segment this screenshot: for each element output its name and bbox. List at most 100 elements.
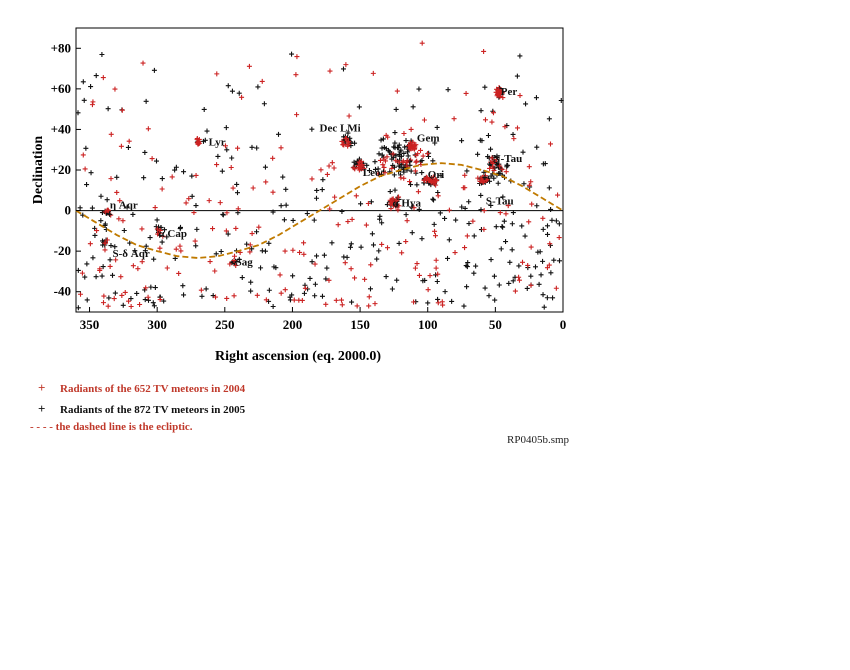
- radiant-2005-marker: [181, 169, 187, 175]
- radiant-2005-marker: [442, 289, 448, 295]
- radiant-2004-marker: [433, 265, 439, 271]
- radiant-2005-marker: [545, 231, 551, 237]
- radiant-2005-marker: [112, 290, 118, 296]
- radiant-2004-marker: [173, 246, 179, 252]
- radiant-2005-marker: [449, 298, 455, 304]
- radiant-2004-marker: [470, 218, 476, 224]
- radiant-2004-marker: [282, 287, 288, 293]
- radiant-2005-marker: [431, 221, 437, 227]
- radiant-2005-marker: [410, 104, 416, 110]
- radiant-2005-marker: [151, 67, 157, 73]
- radiant-2004-marker: [497, 210, 503, 216]
- radiant-2004-marker: [394, 88, 400, 94]
- radiant-2005-marker: [90, 255, 96, 261]
- radiant-2005-marker: [377, 213, 383, 219]
- radiant-2005-marker: [270, 209, 276, 215]
- radiant-2005-marker: [392, 140, 398, 146]
- radiant-2005-marker: [319, 187, 325, 193]
- radiant-2005-marker: [558, 97, 564, 103]
- radiant-2005-marker: [446, 237, 452, 243]
- radiant-2005-marker: [482, 175, 488, 181]
- radiant-2005-marker: [84, 297, 90, 303]
- radiant-2005-marker: [75, 110, 81, 116]
- radiant-2005-marker: [534, 144, 540, 150]
- radiant-2005-marker: [414, 182, 420, 188]
- radiant-2005-marker: [262, 248, 268, 254]
- legend-text-2004: Radiants of the 652 TV meteors in 2004: [60, 383, 246, 395]
- radiant-2005-marker: [379, 220, 385, 226]
- radiant-2005-marker: [442, 215, 448, 221]
- radiant-2005-marker: [536, 281, 542, 287]
- radiant-2005-marker: [404, 149, 410, 155]
- radiant-2004-marker: [411, 205, 417, 211]
- radiant-2004-marker: [366, 303, 372, 309]
- radiant-2004-marker: [526, 164, 532, 170]
- radiant-2005-marker: [345, 130, 351, 136]
- radiant-2004-marker: [511, 136, 517, 142]
- x-tick-label: 0: [560, 317, 567, 332]
- x-tick-label: 100: [418, 317, 438, 332]
- radiant-2004-marker: [396, 194, 402, 200]
- radiant-2005-marker: [509, 247, 515, 253]
- radiant-2005-marker: [314, 253, 320, 259]
- radiant-2004-marker: [344, 136, 350, 142]
- radiant-2004-marker: [356, 167, 362, 173]
- radiant-2005-marker: [523, 101, 529, 107]
- radiant-2004-marker: [528, 282, 534, 288]
- radiant-2005-marker: [280, 174, 286, 180]
- radiant-2004-marker: [214, 162, 220, 168]
- dashed-line-icon: - - - -: [30, 421, 53, 433]
- radiant-2004-marker: [233, 262, 239, 268]
- radiant-2004-marker: [341, 142, 347, 148]
- radiant-2005-marker: [213, 251, 219, 257]
- radiant-2005-marker: [301, 290, 307, 296]
- radiant-2004-marker: [410, 144, 416, 150]
- radiant-2004-marker: [278, 145, 284, 151]
- radiant-2004-marker: [425, 151, 431, 157]
- radiant-2005-marker: [219, 168, 225, 174]
- radiant-2005-marker: [142, 149, 148, 155]
- radiant-2004-marker: [277, 272, 283, 278]
- radiant-2005-marker: [464, 284, 470, 290]
- radiant-2005-marker: [106, 295, 112, 301]
- radiant-2004-marker: [290, 247, 296, 253]
- radiant-2004-marker: [352, 166, 358, 172]
- radiant-2005-marker: [220, 212, 226, 218]
- radiant-2004-marker: [433, 257, 439, 263]
- radiant-2005-marker: [504, 162, 510, 168]
- radiant-2005-marker: [356, 104, 362, 110]
- radiant-2005-marker: [254, 145, 260, 151]
- radiant-2005-marker: [521, 181, 527, 187]
- radiant-2005-marker: [311, 217, 317, 223]
- radiant-2004-marker: [497, 90, 503, 96]
- radiant-2004-marker: [383, 132, 389, 138]
- radiant-2004-marker: [357, 160, 363, 166]
- radiant-2005-marker: [538, 272, 544, 278]
- radiant-2004-marker: [108, 212, 114, 218]
- radiant-2004-marker: [415, 189, 421, 195]
- radiant-2005-marker: [378, 137, 384, 143]
- radiant-2005-marker: [151, 256, 157, 262]
- radiant-2004-marker: [217, 200, 223, 206]
- radiant-2004-marker: [547, 241, 553, 247]
- radiant-2004-marker: [102, 240, 108, 246]
- radiant-2005-marker: [528, 273, 534, 279]
- shower-label: S-Tau: [486, 195, 514, 207]
- y-tick-label: +80: [51, 40, 71, 55]
- radiant-2004-marker: [296, 297, 302, 303]
- radiant-2004-marker: [345, 219, 351, 225]
- radiant-2005-marker: [466, 199, 472, 205]
- radiant-2005-marker: [142, 297, 148, 303]
- radiant-2004-marker: [544, 265, 550, 271]
- radiant-2004-marker: [119, 292, 125, 298]
- radiant-2005-marker: [112, 244, 118, 250]
- radiant-2004-marker: [401, 175, 407, 181]
- radiant-2005-marker: [506, 280, 512, 286]
- radiant-2005-marker: [276, 131, 281, 137]
- radiant-2005-marker: [278, 203, 284, 209]
- radiant-2004-marker: [113, 257, 119, 263]
- radiant-2004-marker: [389, 196, 395, 202]
- radiant-2005-marker: [312, 281, 318, 287]
- radiant-2005-marker: [510, 210, 516, 216]
- radiant-2005-marker: [236, 90, 242, 96]
